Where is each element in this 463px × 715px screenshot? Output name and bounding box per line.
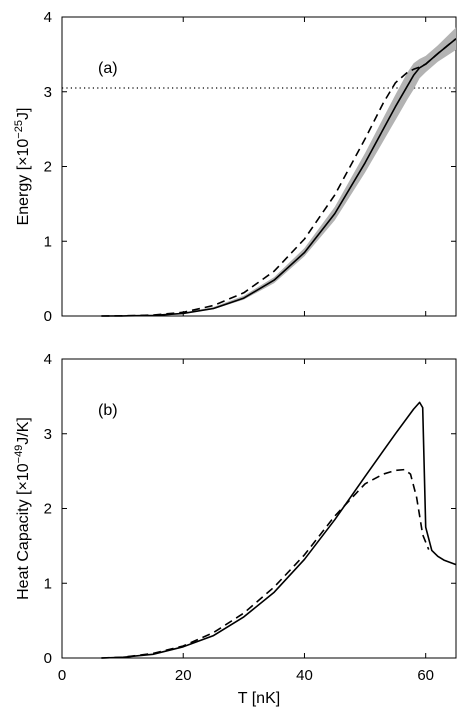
heat-capacity-marks: [101, 401, 457, 659]
energy-y-axis-label: Energy [×10−25J]: [13, 108, 32, 226]
energy-panel: 0 1 2 3 4 (a) Energy [×10−25J]: [13, 9, 457, 325]
energy-ylabel-main: Energy [×10: [15, 139, 32, 226]
heat-capacity-ylabel-main: Heat Capacity [×10: [15, 463, 32, 600]
heat-capacity-ticks: 0 20 40 60 0 1 2 3 4: [44, 351, 456, 684]
energy-y-tick-label: 4: [44, 9, 52, 26]
heat-capacity-dashed-series-line: [101, 468, 430, 659]
heat-capacity-solid-series-line: [101, 401, 457, 659]
heat-capacity-y-tick-label: 3: [44, 426, 52, 443]
energy-ylabel-exponent: −25: [13, 120, 25, 139]
energy-marks: [62, 27, 457, 317]
energy-dashed-series-line: [101, 38, 457, 317]
energy-y-tick-label: 2: [44, 159, 52, 176]
heat-capacity-y-tick-label: 0: [44, 650, 52, 667]
heat-capacity-plot-frame: [61, 358, 457, 659]
heat-capacity-panel-label: (b): [98, 402, 118, 419]
heat-capacity-ylabel-exponent: −49: [13, 445, 25, 464]
heat-capacity-y-tick-label: 2: [44, 501, 52, 518]
heat-capacity-x-tick-label: 60: [417, 667, 434, 684]
energy-ylabel-unit: J]: [15, 108, 32, 120]
heat-capacity-panel: 0 20 40 60 0 1 2 3 4 (b) Heat Capacity [×10−49J/…: [13, 351, 457, 707]
energy-panel-label: (a): [98, 60, 118, 77]
heat-capacity-y-tick-label: 1: [44, 575, 52, 592]
energy-plot-frame: [61, 16, 457, 317]
heat-capacity-x-tick-label: 0: [58, 667, 66, 684]
heat-capacity-x-tick-label: 20: [175, 667, 192, 684]
x-axis-label: T [nK]: [238, 690, 280, 707]
heat-capacity-x-tick-label: 40: [296, 667, 313, 684]
energy-solid-series-line: [101, 38, 457, 317]
energy-y-tick-label: 3: [44, 84, 52, 101]
energy-y-tick-label: 0: [44, 308, 52, 325]
energy-ticks: 0 1 2 3 4: [44, 9, 456, 325]
heat-capacity-y-tick-label: 4: [44, 351, 52, 368]
heat-capacity-y-axis-label: Heat Capacity [×10−49J/K]: [13, 417, 32, 600]
energy-y-tick-label: 1: [44, 233, 52, 250]
energy-uncertainty-band: [101, 27, 457, 316]
heat-capacity-ylabel-unit: J/K]: [15, 417, 32, 445]
